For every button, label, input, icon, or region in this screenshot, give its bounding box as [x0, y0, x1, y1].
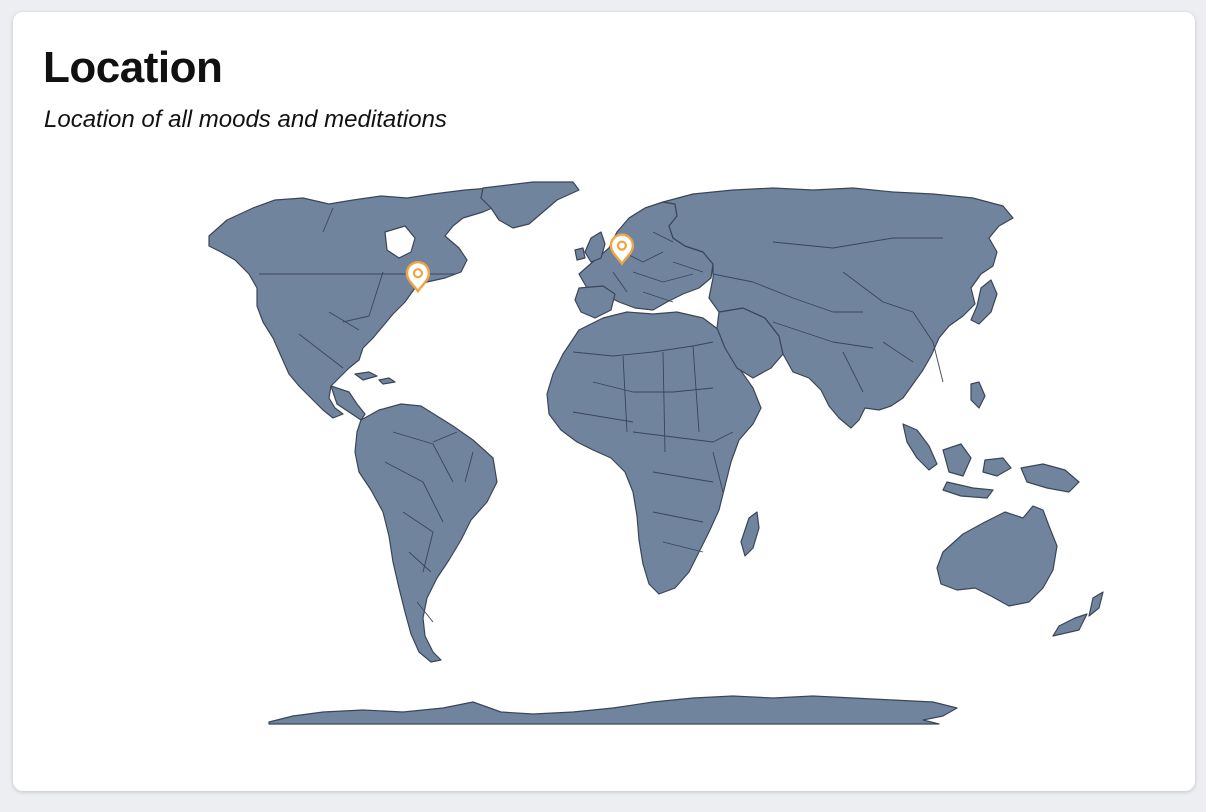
- north-america-landmass: [208, 187, 514, 419]
- map-pin-icon[interactable]: [405, 261, 431, 294]
- caribbean-islands: [354, 371, 396, 385]
- southeast-asia-islands: [902, 381, 1080, 499]
- world-map[interactable]: [13, 12, 1195, 791]
- australia-landmass: [936, 505, 1058, 607]
- antarctica-landmass: [268, 695, 958, 725]
- card-title: Location: [43, 43, 223, 92]
- land-masses: [208, 181, 1104, 725]
- country-borders: [259, 207, 944, 623]
- british-isles-landmass: [574, 231, 606, 263]
- greenland-landmass: [480, 181, 580, 229]
- map-pin-icon[interactable]: [609, 233, 635, 266]
- central-america-landmass: [330, 385, 366, 421]
- japan-landmass: [970, 279, 998, 325]
- location-markers: [405, 233, 635, 294]
- card-subtitle: Location of all moods and meditations: [44, 106, 447, 133]
- new-zealand-landmass: [1052, 591, 1104, 637]
- asia-landmass: [662, 187, 1014, 429]
- location-card: Location Location of all moods and medit…: [13, 12, 1195, 791]
- africa-landmass: [546, 311, 762, 595]
- iberia-landmass: [574, 285, 616, 319]
- madagascar-landmass: [740, 511, 760, 557]
- south-america-landmass: [354, 403, 498, 663]
